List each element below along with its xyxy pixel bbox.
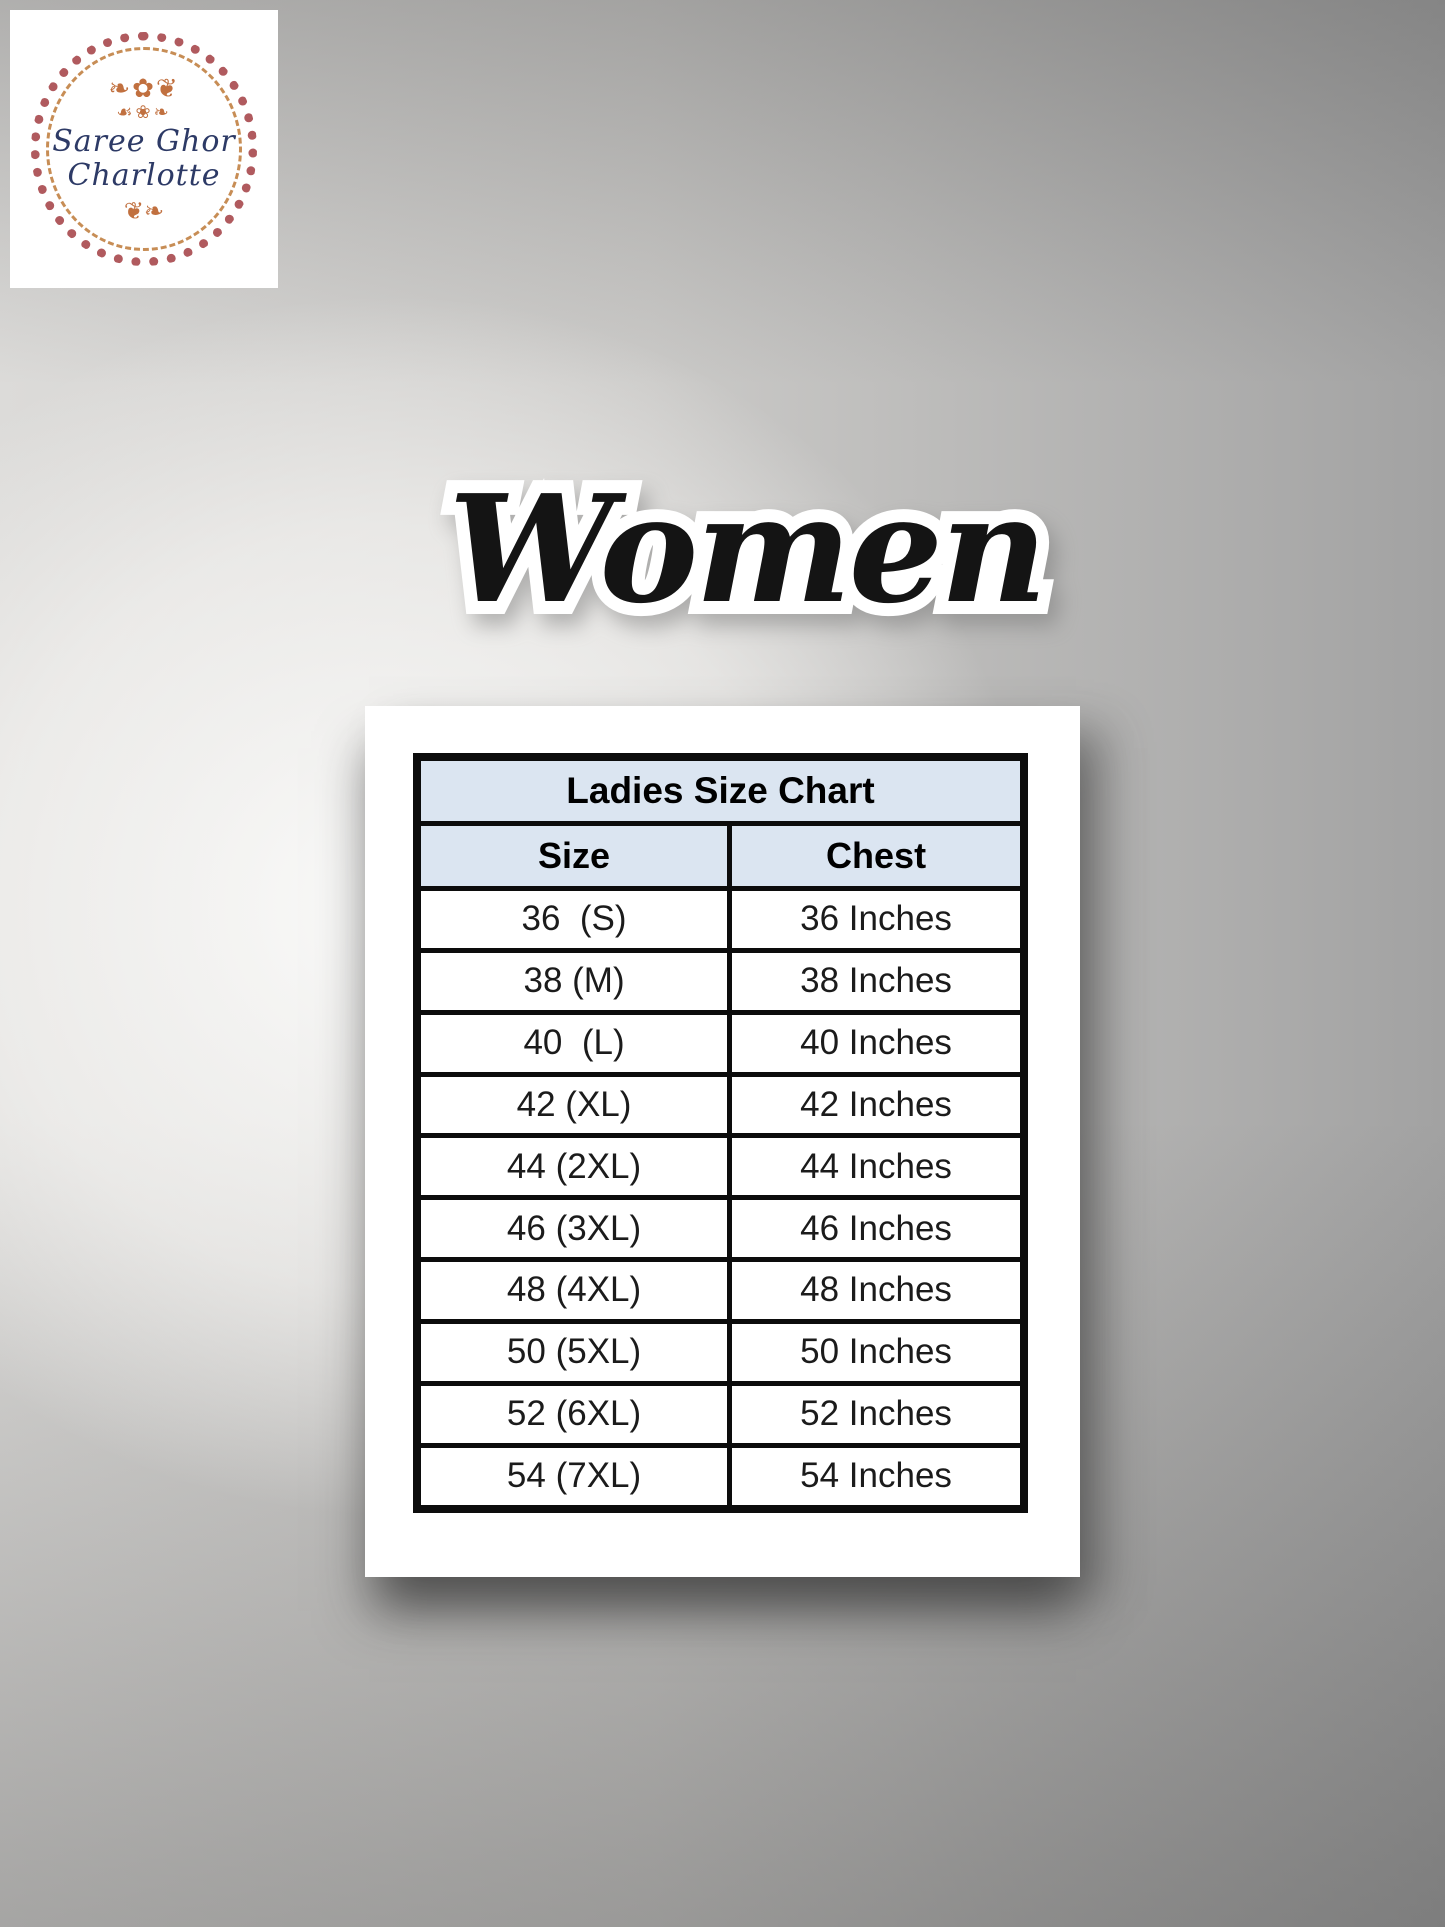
chest-cell: 36 Inches [727,886,1027,953]
table-row: 42 (XL) 42 Inches [414,1071,1027,1139]
brand-logo: ❧✿❦ ☙❀❧ Saree Ghor Charlotte ❦❧ [10,10,278,288]
brand-name-line2: Charlotte [67,158,221,193]
column-header-size: Size [414,821,733,891]
table-row: 52 (6XL) 52 Inches [414,1380,1027,1448]
table-title-row: Ladies Size Chart [414,754,1027,826]
table-row: 36 (S) 36 Inches [414,886,1027,953]
category-title-sticker: Women Women [435,455,1060,644]
table-row: 44 (2XL) 44 Inches [414,1133,1027,1201]
size-cell: 44 (2XL) [414,1133,733,1201]
size-cell: 46 (3XL) [414,1195,733,1263]
brand-name-line1: Saree Ghor [52,123,236,159]
size-chart-card: Ladies Size Chart Size Chest 36 (S) 36 In… [365,706,1080,1577]
chest-cell: 52 Inches [727,1380,1027,1448]
wreath-flourish-icon: ☙❀❧ [116,101,172,122]
table-row: 38 (M) 38 Inches [414,947,1027,1015]
ornate-wreath-icon: ❧✿❦ ☙❀❧ Saree Ghor Charlotte ❦❧ [31,32,257,266]
chest-cell: 42 Inches [727,1071,1027,1139]
chest-cell: 54 Inches [727,1442,1027,1512]
table-row: 50 (5XL) 50 Inches [414,1318,1027,1386]
table-row: 54 (7XL) 54 Inches [414,1442,1027,1512]
size-cell: 50 (5XL) [414,1318,733,1386]
size-cell: 36 (S) [414,886,733,953]
chest-cell: 46 Inches [727,1195,1027,1263]
category-title: Women [448,462,1047,636]
ladies-size-chart-table: Ladies Size Chart Size Chest 36 (S) 36 In… [413,753,1028,1513]
size-cell: 42 (XL) [414,1071,733,1139]
size-cell: 52 (6XL) [414,1380,733,1448]
column-header-chest: Chest [727,821,1027,891]
wreath-flourish-icon: ❦❧ [123,197,165,225]
category-title-outline: Women [435,455,1060,644]
chest-cell: 40 Inches [727,1009,1027,1077]
table-row: 48 (4XL) 48 Inches [414,1257,1027,1324]
table-title: Ladies Size Chart [414,754,1027,826]
chest-cell: 50 Inches [727,1318,1027,1386]
size-cell: 54 (7XL) [414,1442,733,1512]
table-header-row: Size Chest [414,821,1027,891]
table-body: 36 (S) 36 Inches 38 (M) 38 Inches 40 (L) 40 I… [414,886,1027,1512]
chest-cell: 44 Inches [727,1133,1027,1201]
size-cell: 40 (L) [414,1009,733,1077]
chest-cell: 38 Inches [727,947,1027,1015]
size-cell: 38 (M) [414,947,733,1015]
table-row: 46 (3XL) 46 Inches [414,1195,1027,1263]
size-cell: 48 (4XL) [414,1257,733,1324]
wreath-flourish-icon: ❧✿❦ [108,72,180,103]
table-row: 40 (L) 40 Inches [414,1009,1027,1077]
chest-cell: 48 Inches [727,1257,1027,1324]
